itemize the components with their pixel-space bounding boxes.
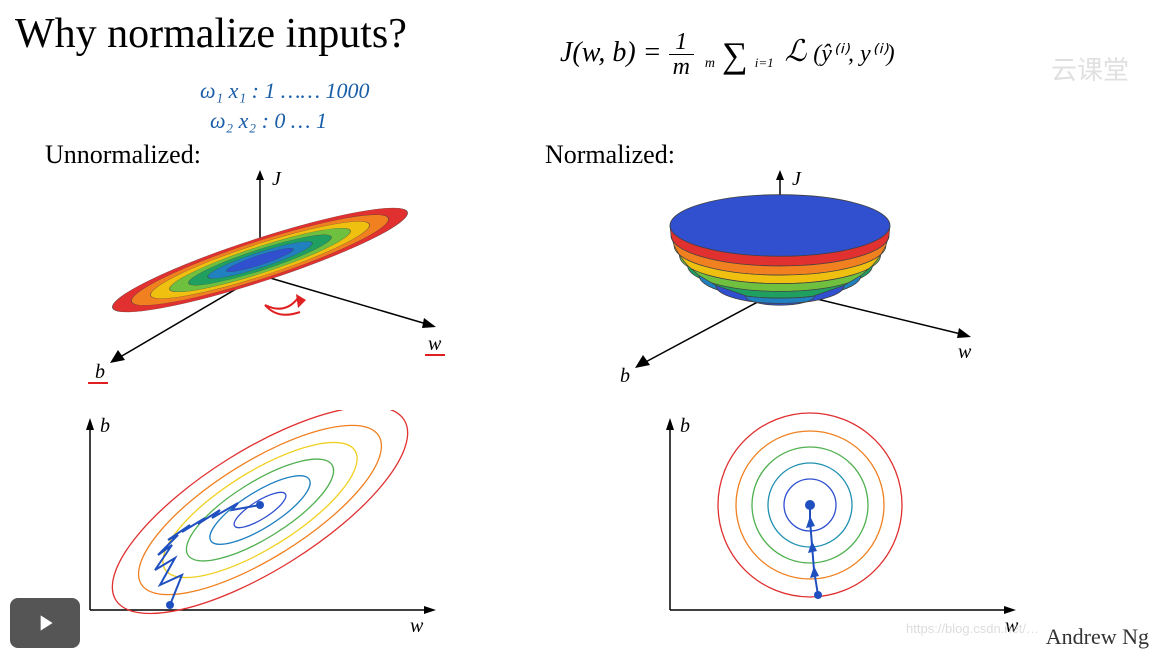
panel-norm-3d: J w b xyxy=(570,160,990,390)
norm-3d-svg: J w b xyxy=(570,160,990,390)
panel-norm-contour: w b xyxy=(640,410,1040,640)
handwriting-line2: ω₂ x₂ : 0 … 1 xyxy=(210,108,327,134)
axis-w-1: w xyxy=(428,333,442,355)
axis-b-1: b xyxy=(95,361,105,383)
watermark-url: https://blog.csdn.net/… xyxy=(906,621,1039,636)
unnorm-3d-svg: J w b xyxy=(60,160,460,390)
axis-b-2: b xyxy=(620,365,630,387)
unnorm-contour-svg: w b xyxy=(60,410,460,640)
axis-w-3: w xyxy=(410,615,424,637)
eq-sum-top: m xyxy=(705,56,715,71)
eq-loss-args: (ŷ⁽ⁱ⁾, y⁽ⁱ⁾) xyxy=(813,41,894,67)
cost-equation: J(w, b) = 1 m m ∑ i=1 ℒ (ŷ⁽ⁱ⁾, y⁽ⁱ⁾) xyxy=(560,30,895,79)
axis-J: J xyxy=(272,168,282,190)
axis-w-2: w xyxy=(958,341,972,363)
eq-loss-sym: ℒ xyxy=(785,35,807,68)
eq-lhs: J(w, b) = xyxy=(560,37,662,68)
axis-b-3: b xyxy=(100,415,110,437)
handwriting-line1: ω₁ x₁ : 1 …… 1000 xyxy=(200,78,370,104)
panel-unnorm-3d: J w b xyxy=(60,160,460,390)
sigma-icon: ∑ xyxy=(722,35,748,75)
axis-b-4: b xyxy=(680,415,690,437)
eq-sum-bot: i=1 xyxy=(755,55,774,70)
eq-frac-num: 1 xyxy=(669,30,694,55)
eq-frac-den: m xyxy=(669,55,694,79)
page-title: Why normalize inputs? xyxy=(15,10,407,58)
eq-sum: m ∑ i=1 xyxy=(705,37,774,73)
axis-J-2: J xyxy=(792,168,802,190)
eq-fraction: 1 m xyxy=(669,30,694,79)
author-credit: Andrew Ng xyxy=(1046,624,1149,650)
norm-contour-svg: w b xyxy=(640,410,1040,640)
play-button[interactable] xyxy=(10,598,80,648)
watermark-chinese: 云课堂 xyxy=(1051,50,1129,87)
play-icon xyxy=(32,610,58,636)
panel-unnorm-contour: w b xyxy=(60,410,460,640)
